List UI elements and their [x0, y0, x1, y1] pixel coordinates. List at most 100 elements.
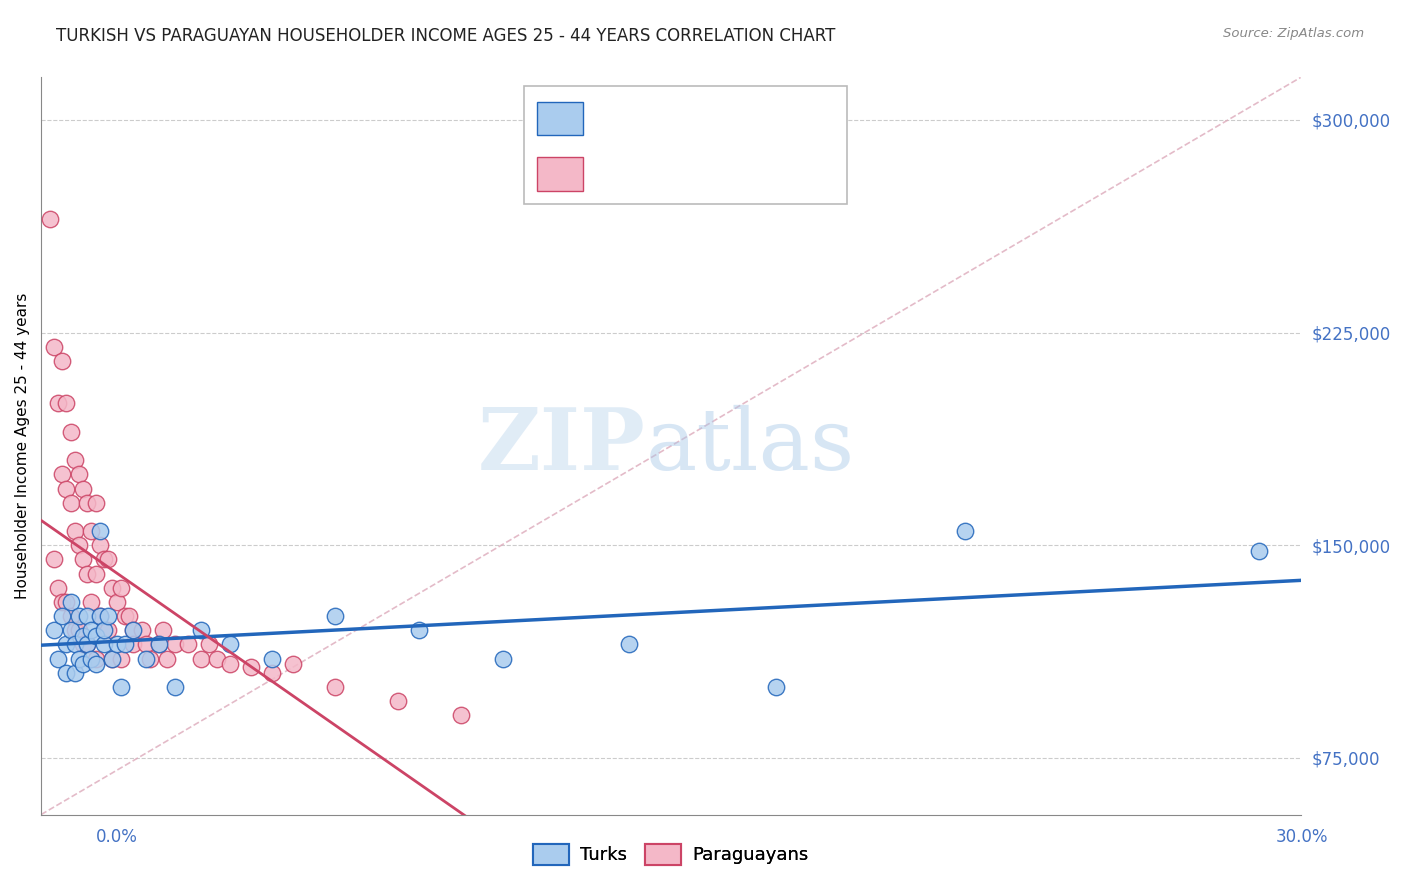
Point — [93, 552, 115, 566]
Point — [122, 624, 145, 638]
Point — [105, 595, 128, 609]
Point — [190, 624, 212, 638]
Point — [55, 595, 77, 609]
Point — [67, 624, 90, 638]
Point — [953, 524, 976, 538]
Point — [89, 609, 111, 624]
Point — [101, 651, 124, 665]
Point — [165, 680, 187, 694]
Point — [80, 651, 103, 665]
Point — [80, 524, 103, 538]
Point — [51, 467, 73, 482]
Point — [165, 637, 187, 651]
Point — [80, 624, 103, 638]
Text: atlas: atlas — [645, 404, 855, 488]
Point — [110, 680, 132, 694]
Point — [765, 680, 787, 694]
Point — [84, 496, 107, 510]
Point — [148, 637, 170, 651]
Text: Source: ZipAtlas.com: Source: ZipAtlas.com — [1223, 27, 1364, 40]
Point — [84, 651, 107, 665]
Text: ZIP: ZIP — [478, 404, 645, 488]
Text: 30.0%: 30.0% — [1277, 828, 1329, 846]
Point — [101, 651, 124, 665]
Point — [72, 629, 94, 643]
Point — [63, 665, 86, 680]
Point — [59, 609, 82, 624]
Point — [122, 624, 145, 638]
Point — [97, 609, 120, 624]
Point — [260, 651, 283, 665]
Point — [42, 340, 65, 354]
Point — [55, 396, 77, 410]
Point — [198, 637, 221, 651]
Point — [59, 624, 82, 638]
Point — [93, 637, 115, 651]
Point — [55, 482, 77, 496]
Point — [63, 637, 86, 651]
Point — [131, 624, 153, 638]
Point — [118, 609, 141, 624]
Point — [281, 657, 304, 672]
Point — [219, 637, 242, 651]
Point — [72, 482, 94, 496]
Point — [76, 566, 98, 581]
Point — [122, 637, 145, 651]
Point — [240, 660, 263, 674]
Point — [617, 637, 640, 651]
Point — [67, 467, 90, 482]
Text: R = 0.236   N = 64: R = 0.236 N = 64 — [599, 165, 756, 183]
Point — [80, 595, 103, 609]
Point — [89, 524, 111, 538]
Point — [93, 624, 115, 638]
Point — [148, 637, 170, 651]
Bar — [537, 102, 583, 136]
Point — [76, 496, 98, 510]
Point — [55, 665, 77, 680]
Point — [110, 581, 132, 595]
Point — [408, 624, 430, 638]
Point — [105, 637, 128, 651]
Point — [139, 651, 162, 665]
Bar — [537, 157, 583, 191]
Point — [207, 651, 229, 665]
Point — [76, 637, 98, 651]
Point — [177, 637, 200, 651]
Point — [219, 657, 242, 672]
Point — [1247, 544, 1270, 558]
Point — [114, 609, 136, 624]
Point — [38, 212, 60, 227]
Point — [110, 651, 132, 665]
Text: TURKISH VS PARAGUAYAN HOUSEHOLDER INCOME AGES 25 - 44 YEARS CORRELATION CHART: TURKISH VS PARAGUAYAN HOUSEHOLDER INCOME… — [56, 27, 835, 45]
Point — [76, 637, 98, 651]
Point — [55, 637, 77, 651]
Point — [76, 609, 98, 624]
Point — [387, 694, 409, 708]
Point — [51, 354, 73, 368]
Point — [59, 496, 82, 510]
Point — [59, 595, 82, 609]
Point — [97, 624, 120, 638]
Point — [72, 657, 94, 672]
Point — [114, 637, 136, 651]
Point — [323, 680, 346, 694]
Point — [46, 396, 69, 410]
Point — [67, 609, 90, 624]
Point — [84, 566, 107, 581]
Point — [450, 708, 472, 723]
Point — [59, 425, 82, 439]
Point — [84, 629, 107, 643]
Point — [72, 552, 94, 566]
Point — [93, 624, 115, 638]
Point — [51, 609, 73, 624]
Point — [323, 609, 346, 624]
Point — [46, 651, 69, 665]
Text: R = 0.055   N = 42: R = 0.055 N = 42 — [599, 110, 756, 128]
Point — [51, 595, 73, 609]
Point — [67, 538, 90, 552]
Point — [101, 581, 124, 595]
Legend: Turks, Paraguayans: Turks, Paraguayans — [526, 837, 815, 871]
FancyBboxPatch shape — [523, 86, 848, 204]
Point — [84, 657, 107, 672]
Point — [63, 624, 86, 638]
